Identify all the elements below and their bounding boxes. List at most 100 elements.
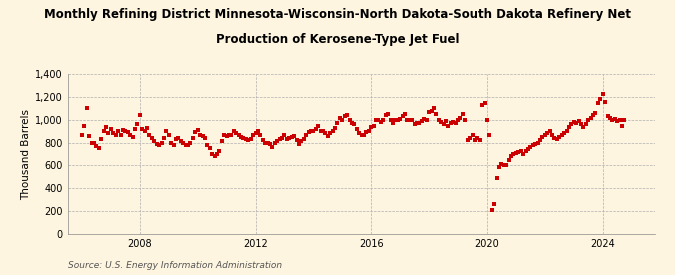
Point [76, 133, 87, 137]
Point [132, 122, 143, 127]
Point [267, 145, 278, 149]
Point [380, 113, 391, 117]
Point [510, 151, 521, 155]
Point [479, 101, 490, 105]
Point [335, 115, 346, 120]
Point [243, 138, 254, 142]
Point [84, 134, 95, 138]
Point [571, 121, 582, 125]
Point [286, 135, 297, 139]
Point [361, 130, 372, 134]
Point [460, 118, 470, 122]
Point [248, 133, 259, 137]
Point [520, 148, 531, 153]
Point [547, 133, 558, 137]
Point [180, 143, 191, 147]
Point [402, 118, 413, 122]
Point [549, 136, 560, 140]
Point [79, 123, 90, 128]
Point [197, 134, 208, 138]
Point [373, 118, 384, 122]
Point [262, 141, 273, 145]
Point [154, 143, 165, 147]
Point [200, 136, 211, 140]
Point [301, 133, 312, 137]
Point [91, 144, 102, 148]
Point [342, 113, 352, 117]
Point [178, 141, 188, 145]
Point [137, 127, 148, 131]
Point [329, 126, 340, 130]
Point [564, 125, 574, 129]
Point [443, 123, 454, 128]
Point [323, 134, 333, 138]
Point [532, 141, 543, 145]
Point [436, 120, 447, 124]
Point [274, 137, 285, 141]
Point [539, 133, 550, 137]
Point [390, 118, 401, 122]
Point [108, 131, 119, 136]
Point [419, 117, 430, 121]
Point [291, 138, 302, 142]
Point [303, 130, 314, 134]
Point [515, 148, 526, 153]
Point [537, 135, 548, 139]
Point [115, 133, 126, 137]
Point [255, 133, 266, 137]
Point [593, 101, 603, 105]
Point [433, 118, 444, 122]
Point [431, 112, 441, 116]
Point [383, 112, 394, 116]
Point [325, 131, 335, 136]
Point [352, 127, 362, 131]
Point [414, 121, 425, 125]
Point [369, 123, 379, 128]
Point [599, 99, 610, 104]
Point [214, 148, 225, 153]
Point [176, 139, 186, 144]
Point [371, 118, 381, 122]
Point [96, 137, 107, 141]
Point [607, 118, 618, 122]
Point [578, 125, 589, 129]
Point [506, 154, 516, 158]
Point [240, 137, 251, 141]
Point [535, 138, 545, 142]
Point [284, 136, 295, 140]
Point [513, 150, 524, 154]
Point [207, 152, 217, 156]
Point [149, 139, 160, 144]
Point [522, 147, 533, 152]
Point [580, 122, 591, 127]
Point [448, 120, 458, 124]
Point [559, 131, 570, 136]
Point [337, 118, 348, 122]
Point [424, 110, 435, 114]
Point [429, 106, 439, 111]
Point [612, 119, 622, 123]
Point [226, 133, 237, 137]
Point [354, 131, 364, 136]
Point [404, 118, 415, 122]
Point [296, 139, 306, 144]
Point [125, 133, 136, 137]
Point [257, 138, 268, 142]
Point [491, 176, 502, 180]
Point [101, 125, 111, 129]
Point [245, 137, 256, 141]
Point [298, 137, 309, 141]
Point [183, 143, 194, 147]
Point [103, 131, 114, 136]
Point [484, 133, 495, 137]
Point [400, 112, 410, 116]
Point [481, 118, 492, 122]
Point [134, 113, 145, 117]
Point [122, 130, 133, 134]
Point [346, 121, 357, 125]
Point [190, 130, 200, 134]
Point [450, 121, 461, 125]
Point [310, 127, 321, 131]
Point [281, 137, 292, 141]
Point [568, 120, 579, 124]
